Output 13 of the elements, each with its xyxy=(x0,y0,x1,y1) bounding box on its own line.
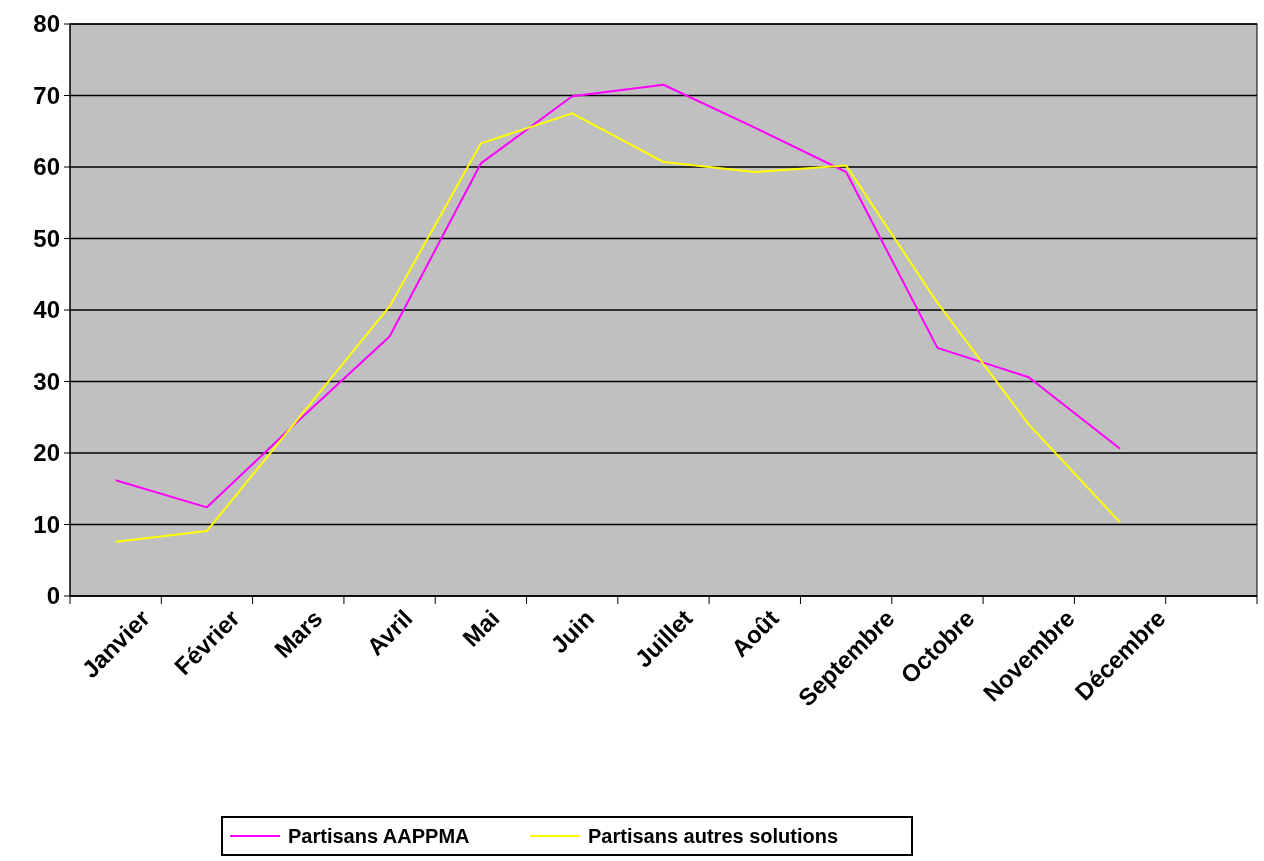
y-tick-label: 40 xyxy=(33,296,60,324)
x-tick-label: Juin xyxy=(545,604,600,659)
legend-label: Partisans autres solutions xyxy=(588,825,839,847)
y-tick-label: 60 xyxy=(33,153,60,181)
y-tick-label: 80 xyxy=(33,10,60,38)
y-tick-label: 70 xyxy=(33,81,60,109)
y-tick-label: 30 xyxy=(33,367,60,395)
x-tick-label: Mai xyxy=(457,604,505,652)
legend-label: Partisans AAPPMA xyxy=(288,825,470,847)
y-tick-label: 0 xyxy=(46,582,60,610)
y-tick-label: 20 xyxy=(33,439,60,467)
y-tick-label: 50 xyxy=(33,224,60,252)
y-tick-label: 10 xyxy=(33,510,60,538)
